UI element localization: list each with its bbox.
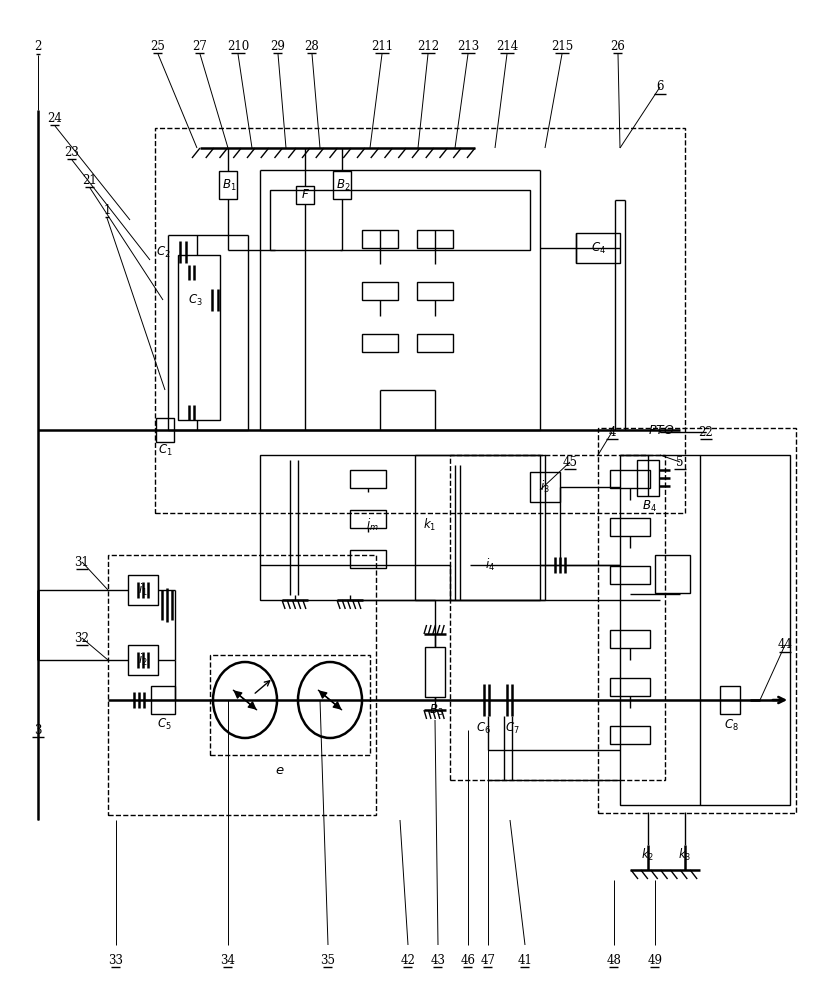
- Text: 22: 22: [699, 426, 713, 438]
- Text: 49: 49: [648, 954, 663, 966]
- Text: 43: 43: [431, 954, 445, 966]
- Bar: [417, 282, 453, 300]
- Text: $B_3$: $B_3$: [429, 702, 444, 718]
- Text: $B_4$: $B_4$: [641, 498, 656, 514]
- Bar: [450, 455, 665, 780]
- Text: $C_1$: $C_1$: [158, 442, 172, 458]
- Text: 48: 48: [606, 954, 622, 966]
- Bar: [362, 334, 398, 352]
- Text: $B_1$: $B_1$: [221, 177, 236, 193]
- Text: $i_2$: $i_2$: [138, 652, 148, 668]
- Bar: [417, 230, 453, 248]
- Bar: [530, 472, 560, 502]
- Text: 45: 45: [562, 456, 578, 468]
- Text: 3: 3: [34, 724, 42, 736]
- Bar: [350, 470, 386, 488]
- Text: 211: 211: [371, 39, 393, 52]
- Text: $C_3$: $C_3$: [188, 292, 203, 308]
- Bar: [620, 455, 790, 805]
- Text: 21: 21: [83, 174, 97, 186]
- Bar: [610, 566, 650, 584]
- Bar: [155, 128, 685, 513]
- Bar: [350, 510, 386, 528]
- Text: 212: 212: [417, 39, 439, 52]
- Bar: [598, 428, 796, 813]
- Bar: [425, 647, 445, 697]
- Text: $i_1$: $i_1$: [138, 582, 148, 598]
- Bar: [270, 190, 530, 250]
- Text: 29: 29: [270, 39, 285, 52]
- Bar: [362, 282, 398, 300]
- Bar: [178, 255, 220, 420]
- Text: 34: 34: [221, 954, 235, 966]
- Text: 44: 44: [778, 639, 792, 652]
- Text: $C_2$: $C_2$: [156, 244, 171, 260]
- Text: $B_2$: $B_2$: [336, 177, 350, 193]
- Bar: [610, 726, 650, 744]
- Text: 42: 42: [400, 954, 415, 966]
- Text: $PTO$: $PTO$: [648, 424, 675, 436]
- Bar: [655, 555, 690, 593]
- Text: 27: 27: [193, 39, 208, 52]
- Text: 26: 26: [610, 39, 626, 52]
- Bar: [362, 230, 398, 248]
- Text: 47: 47: [480, 954, 495, 966]
- Bar: [610, 518, 650, 536]
- Text: $C_5$: $C_5$: [157, 716, 172, 732]
- Text: 35: 35: [320, 954, 336, 966]
- Bar: [720, 686, 740, 714]
- Bar: [637, 460, 659, 496]
- Text: 33: 33: [109, 954, 123, 966]
- Text: 210: 210: [227, 39, 249, 52]
- Bar: [350, 550, 386, 568]
- Text: 28: 28: [305, 39, 319, 52]
- Text: 1: 1: [103, 204, 110, 217]
- Text: 23: 23: [65, 145, 79, 158]
- Bar: [415, 455, 545, 600]
- Text: $C_8$: $C_8$: [724, 717, 739, 733]
- Bar: [610, 470, 650, 488]
- Bar: [296, 186, 314, 204]
- Text: 4: 4: [608, 426, 616, 438]
- Text: $k_3$: $k_3$: [678, 847, 692, 863]
- Text: 5: 5: [676, 456, 684, 468]
- Text: $C_7$: $C_7$: [505, 720, 520, 736]
- Text: $C_6$: $C_6$: [475, 720, 490, 736]
- Bar: [417, 334, 453, 352]
- Text: 41: 41: [517, 954, 533, 966]
- Text: $i_4$: $i_4$: [485, 557, 495, 573]
- Text: 213: 213: [457, 39, 479, 52]
- Text: 214: 214: [496, 39, 518, 52]
- Bar: [260, 455, 540, 600]
- Text: 46: 46: [461, 954, 475, 966]
- Text: 24: 24: [47, 111, 62, 124]
- Bar: [576, 233, 620, 263]
- Text: 6: 6: [656, 81, 663, 94]
- Bar: [210, 655, 370, 755]
- Text: $i_m$: $i_m$: [366, 517, 378, 533]
- Bar: [108, 555, 376, 815]
- Bar: [610, 630, 650, 648]
- Bar: [151, 686, 175, 714]
- Text: 215: 215: [551, 39, 573, 52]
- Text: $C_4$: $C_4$: [591, 240, 605, 256]
- Text: 2: 2: [34, 40, 42, 53]
- Bar: [156, 418, 174, 442]
- Text: $k_1$: $k_1$: [423, 517, 436, 533]
- Text: $k_2$: $k_2$: [641, 847, 654, 863]
- Text: $F$: $F$: [301, 188, 310, 202]
- Text: 32: 32: [74, 632, 89, 645]
- Bar: [610, 678, 650, 696]
- Text: 25: 25: [150, 39, 165, 52]
- Text: $e$: $e$: [275, 764, 285, 776]
- Text: 31: 31: [74, 556, 89, 568]
- Bar: [333, 171, 351, 199]
- Bar: [128, 575, 158, 605]
- Bar: [128, 645, 158, 675]
- Text: $i_3$: $i_3$: [540, 479, 550, 495]
- Bar: [219, 171, 237, 199]
